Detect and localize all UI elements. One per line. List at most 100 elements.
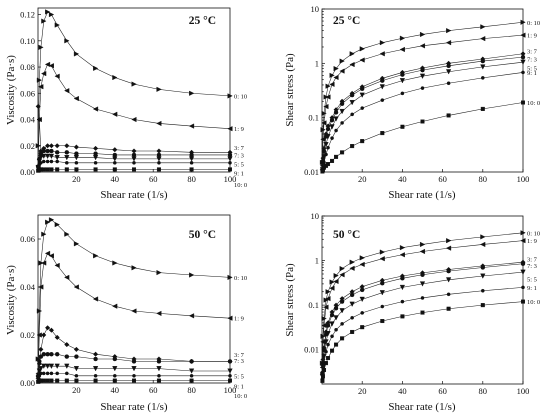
- data-point: [73, 95, 79, 102]
- x-axis-label: Shear rate (1/s): [388, 401, 456, 413]
- data-point: [480, 76, 485, 80]
- series-5-5: 5: 5: [319, 269, 537, 380]
- data-point: [521, 285, 525, 290]
- data-point: [113, 161, 117, 165]
- data-point: [93, 167, 98, 172]
- data-point: [329, 321, 335, 327]
- data-point: [54, 363, 60, 369]
- series-line: [322, 53, 524, 170]
- data-point: [480, 303, 485, 308]
- data-point: [38, 260, 44, 266]
- data-point: [44, 61, 51, 68]
- data-point: [420, 296, 425, 300]
- data-point: [339, 108, 345, 115]
- data-point: [64, 342, 70, 348]
- data-point: [480, 64, 486, 70]
- series-1-9: 1: 9: [319, 238, 537, 371]
- series-label: 7: 3: [527, 57, 537, 64]
- data-point: [339, 308, 345, 314]
- data-point: [322, 160, 326, 165]
- data-point: [333, 278, 339, 285]
- data-point: [340, 121, 344, 125]
- data-point: [156, 148, 162, 154]
- data-point: [340, 336, 345, 341]
- series-label: 3: 7: [234, 145, 245, 152]
- data-point: [41, 148, 46, 154]
- x-tick-label: 80: [479, 174, 488, 184]
- x-tick-label: 20: [358, 174, 367, 184]
- data-point: [520, 32, 526, 38]
- data-point: [325, 134, 331, 140]
- shear-stress-25c-chart: 20 40 60 80 100 0.01 0.1 1 10 0: 10 1: 9 3: 7 7: 3 5…: [284, 4, 540, 201]
- data-point: [189, 272, 195, 278]
- data-point: [329, 312, 335, 318]
- data-point: [132, 373, 136, 378]
- data-point: [420, 310, 425, 315]
- data-point: [131, 116, 137, 123]
- series-line: [322, 232, 524, 364]
- data-point: [400, 299, 405, 304]
- data-point: [132, 161, 136, 165]
- series-label: 7: 3: [234, 358, 244, 365]
- data-point: [93, 65, 99, 71]
- x-tick-label: 20: [72, 385, 81, 395]
- data-point: [73, 51, 80, 57]
- data-point: [329, 279, 335, 285]
- data-point: [420, 119, 425, 124]
- series-label: 10: 0: [234, 182, 247, 189]
- data-point: [480, 265, 486, 270]
- data-point: [349, 92, 355, 98]
- data-point: [189, 359, 194, 364]
- data-point: [41, 378, 46, 383]
- data-point: [35, 143, 41, 149]
- data-point: [113, 373, 117, 378]
- data-point: [228, 161, 232, 165]
- data-point: [131, 81, 137, 87]
- x-tick-label: 80: [479, 386, 488, 396]
- y-tick-label: 0.04: [20, 282, 36, 292]
- data-point: [36, 116, 42, 123]
- data-point: [399, 35, 406, 41]
- data-point: [400, 276, 405, 281]
- data-point: [131, 148, 137, 154]
- y-tick-label: 0.01: [304, 167, 319, 177]
- data-point: [325, 331, 331, 337]
- y-tick-label: 0.00: [20, 167, 35, 177]
- data-point: [41, 153, 47, 160]
- data-point: [48, 327, 55, 333]
- data-point: [189, 167, 194, 172]
- series-label: 3: 7: [527, 257, 538, 264]
- x-axis-label: Shear rate (1/s): [388, 189, 456, 201]
- data-point: [380, 281, 385, 286]
- data-point: [54, 155, 60, 161]
- y-axis-label: Shear stress (Pa): [284, 53, 296, 127]
- data-point: [320, 364, 326, 371]
- data-point: [419, 43, 425, 49]
- data-point: [156, 152, 162, 158]
- data-point: [446, 113, 451, 118]
- data-point: [131, 308, 137, 314]
- data-point: [45, 159, 50, 164]
- data-point: [73, 366, 80, 372]
- y-tick-label: 0.01: [304, 345, 319, 355]
- data-point: [359, 86, 365, 91]
- data-point: [64, 150, 70, 155]
- data-point: [379, 249, 386, 255]
- data-point: [333, 110, 339, 115]
- data-point: [92, 155, 99, 161]
- data-point: [446, 238, 452, 244]
- data-point: [112, 147, 118, 153]
- data-point: [399, 245, 406, 251]
- data-point: [156, 378, 161, 383]
- data-point: [74, 373, 79, 378]
- data-point: [227, 152, 233, 158]
- data-point: [41, 231, 47, 237]
- y-tick-label: 1: [315, 256, 319, 266]
- data-point: [321, 374, 326, 379]
- data-point: [38, 44, 44, 50]
- data-point: [350, 144, 355, 149]
- data-point: [156, 310, 162, 317]
- data-point: [380, 319, 385, 324]
- data-point: [64, 143, 70, 149]
- data-point: [41, 371, 46, 376]
